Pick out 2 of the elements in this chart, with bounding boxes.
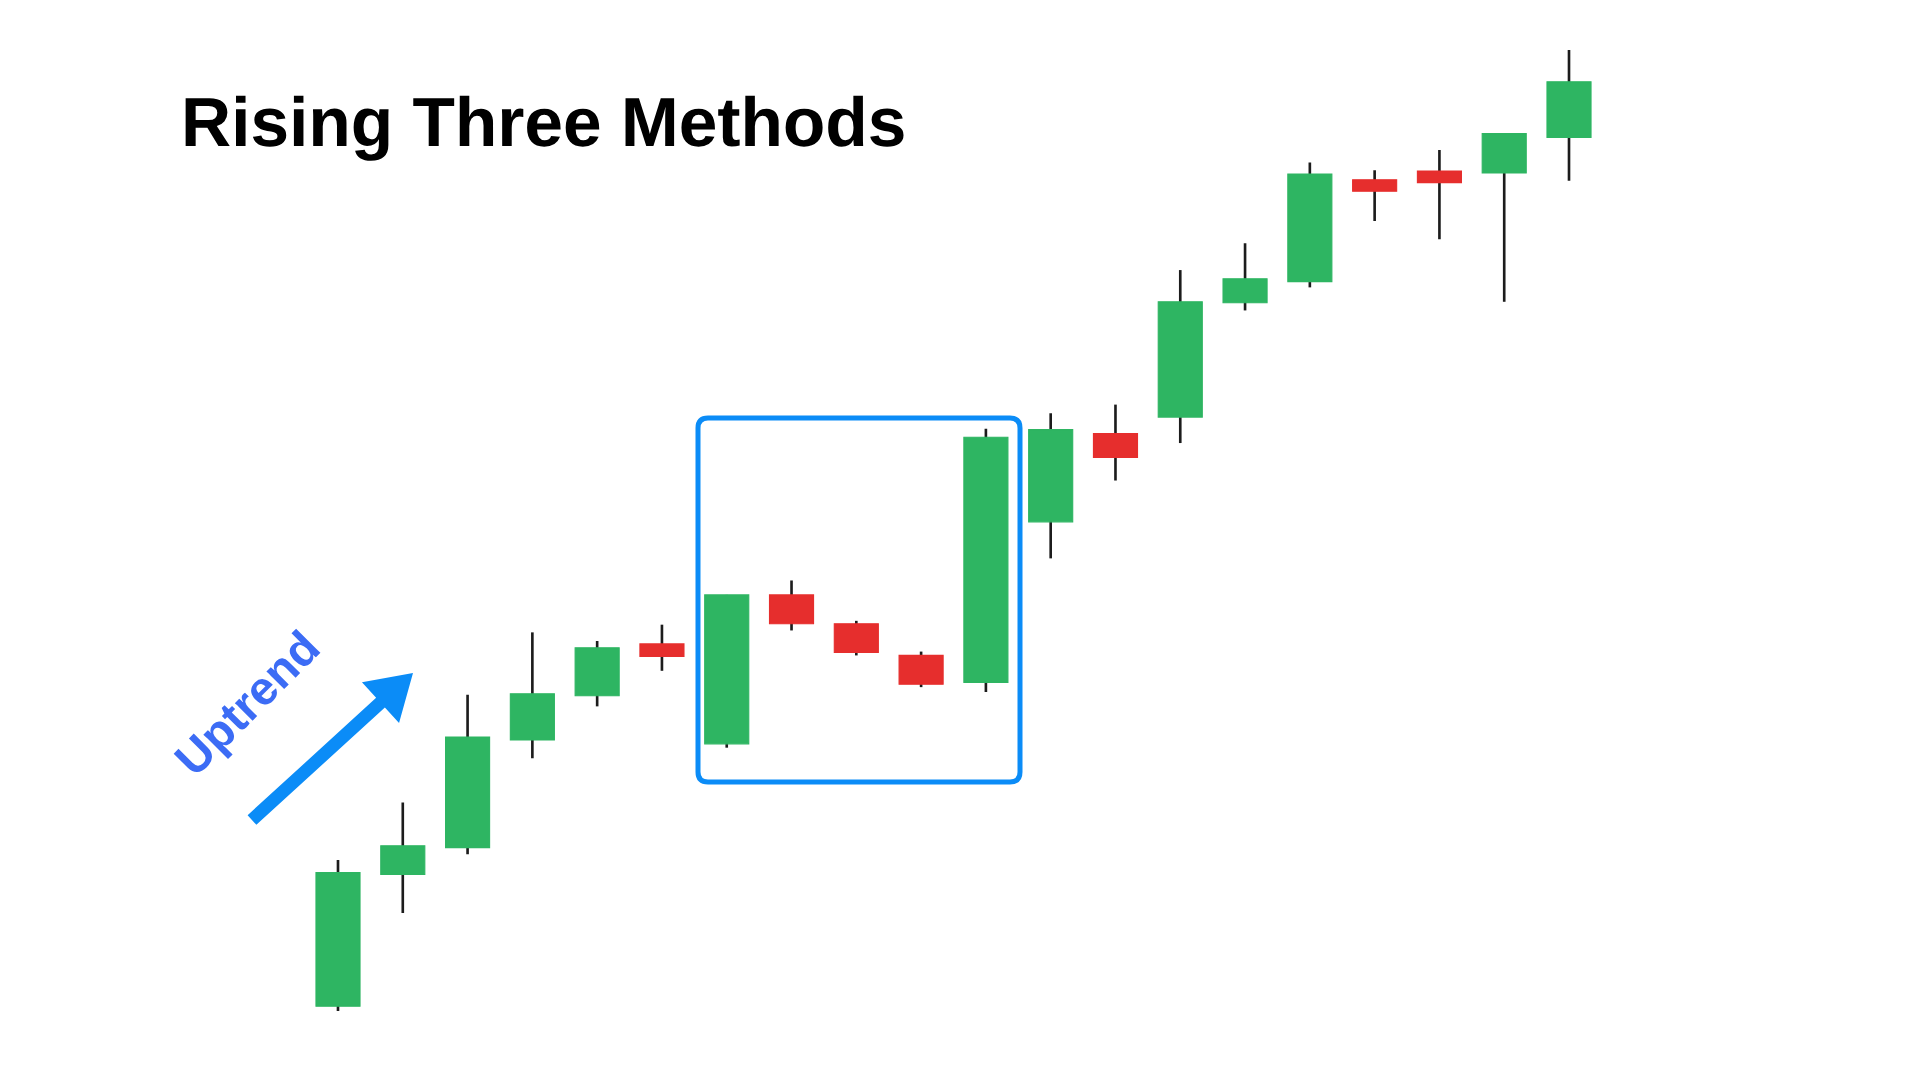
candlestick — [1416, 148, 1463, 241]
text: Rising Three Methods — [185, 95, 904, 161]
